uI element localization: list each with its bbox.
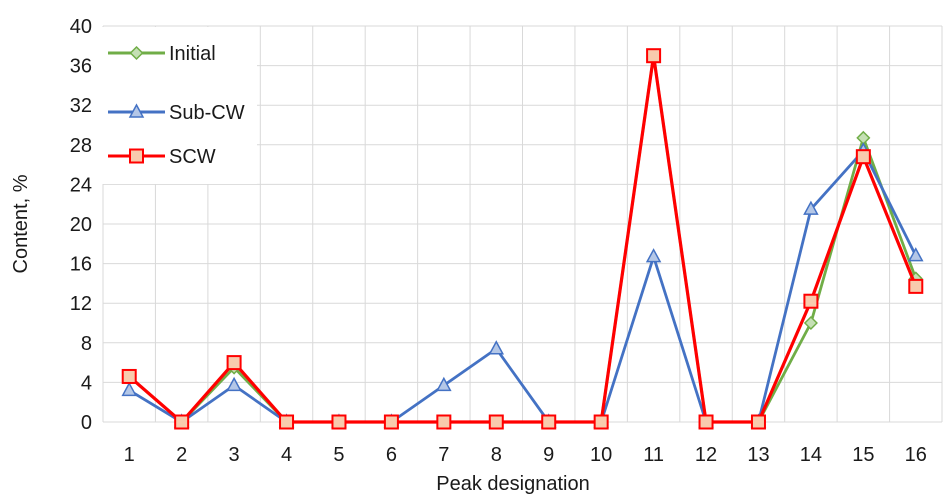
y-axis-ticks: 0 4 8 12 16 20 24 28 32 36 40 xyxy=(70,16,92,434)
legend-entry: Initial xyxy=(108,43,216,65)
x-tick-label: 12 xyxy=(695,444,717,466)
x-tick-label: 8 xyxy=(491,444,502,466)
y-tick-label: 24 xyxy=(70,174,92,196)
triangle-marker xyxy=(803,200,819,215)
square-marker xyxy=(803,293,819,309)
square-marker xyxy=(593,414,609,430)
y-tick-label: 28 xyxy=(70,135,92,157)
square-marker xyxy=(226,355,242,371)
triangle-marker xyxy=(128,103,145,118)
square-marker xyxy=(646,48,662,64)
legend: Initial Sub-CW SCW xyxy=(95,27,257,184)
legend-label: Sub-CW xyxy=(169,102,245,124)
x-tick-label: 6 xyxy=(386,444,397,466)
triangle-marker xyxy=(488,340,505,355)
x-tick-label: 14 xyxy=(800,444,822,466)
square-marker xyxy=(855,149,871,165)
square-marker xyxy=(541,414,557,430)
series-line xyxy=(128,54,918,424)
square-marker xyxy=(698,414,714,430)
y-tick-label: 40 xyxy=(70,16,92,38)
diamond-marker xyxy=(803,315,818,331)
y-tick-label: 4 xyxy=(81,372,92,394)
diamond-marker xyxy=(129,45,144,61)
triangle-marker xyxy=(645,248,662,263)
x-tick-label: 11 xyxy=(643,444,664,466)
square-marker xyxy=(488,414,504,430)
legend-entry: Sub-CW xyxy=(108,102,245,124)
square-marker xyxy=(908,278,924,294)
y-tick-label: 8 xyxy=(81,333,92,355)
diamond-marker xyxy=(856,130,871,145)
square-marker xyxy=(750,414,766,430)
x-tick-label: 2 xyxy=(176,444,187,466)
series-scw xyxy=(121,48,924,430)
series-group xyxy=(121,48,924,430)
x-tick-label: 10 xyxy=(590,444,612,466)
x-tick-label: 3 xyxy=(229,444,240,466)
y-tick-label: 0 xyxy=(81,412,92,434)
square-marker xyxy=(129,148,144,164)
y-tick-label: 16 xyxy=(70,254,92,276)
triangle-marker xyxy=(436,376,452,392)
x-tick-label: 1 xyxy=(124,444,135,466)
x-tick-label: 15 xyxy=(852,444,874,466)
triangle-marker xyxy=(226,376,242,392)
legend-label: SCW xyxy=(169,146,216,168)
x-tick-label: 16 xyxy=(905,444,927,466)
square-marker xyxy=(436,414,452,430)
y-tick-label: 32 xyxy=(70,95,92,117)
triangle-marker xyxy=(121,381,137,397)
x-axis-ticks: 1 2 3 4 5 6 7 8 9 10 11 12 13 14 15 16 xyxy=(124,444,927,466)
square-marker xyxy=(279,414,295,430)
y-tick-label: 20 xyxy=(70,214,92,236)
x-tick-label: 7 xyxy=(438,444,449,466)
square-marker xyxy=(121,368,137,384)
square-marker xyxy=(174,414,190,430)
x-tick-label: 4 xyxy=(281,444,292,466)
y-tick-label: 36 xyxy=(70,56,92,78)
series-line xyxy=(128,149,918,424)
square-marker xyxy=(331,414,347,430)
y-axis-label: Content, % xyxy=(10,174,32,273)
triangle-marker xyxy=(908,247,924,262)
x-tick-label: 9 xyxy=(543,444,554,466)
x-tick-label: 5 xyxy=(333,444,344,466)
x-tick-label: 13 xyxy=(747,444,769,466)
square-marker xyxy=(383,414,399,430)
x-axis-label: Peak designation xyxy=(436,473,589,495)
y-tick-label: 12 xyxy=(70,293,92,315)
legend-entry: SCW xyxy=(108,146,216,168)
legend-label: Initial xyxy=(169,43,216,65)
